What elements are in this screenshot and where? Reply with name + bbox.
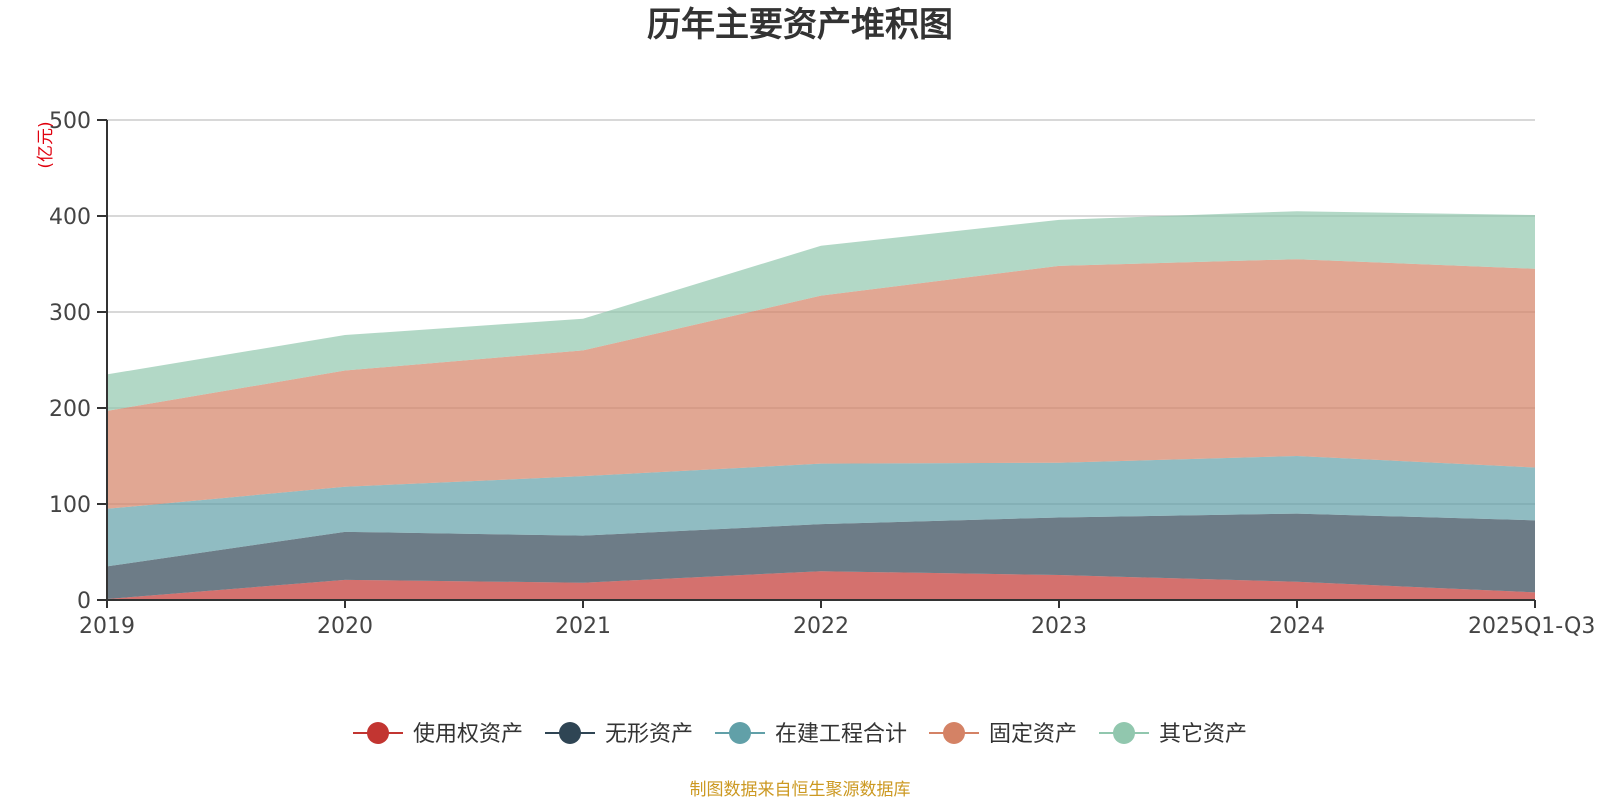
y-tick-label: 500 [49, 109, 91, 134]
legend-label: 其它资产 [1159, 722, 1247, 747]
legend-label: 固定资产 [989, 722, 1077, 747]
legend-label: 无形资产 [605, 722, 693, 747]
area-series-1 [107, 513, 1535, 600]
x-tick-label: 2024 [1269, 614, 1325, 639]
x-tick-label: 2025Q1-Q3 [1468, 614, 1595, 639]
series-areas [107, 211, 1535, 600]
y-tick-label: 300 [49, 301, 91, 326]
y-tick-label: 400 [49, 205, 91, 230]
y-tick-label: 200 [49, 397, 91, 422]
x-tick-label: 2019 [79, 614, 135, 639]
axes: 0 100 200 300 400 500 2019 2020 2021 2022 2023 2024… [49, 109, 1595, 639]
y-tick-label: 100 [49, 493, 91, 518]
chart-title: 历年主要资产堆积图 [647, 5, 953, 45]
x-tick-label: 2022 [793, 614, 849, 639]
legend-marker [729, 722, 751, 744]
legend-item-2[interactable]: 在建工程合计 [715, 722, 907, 747]
legend-item-1[interactable]: 无形资产 [545, 722, 693, 747]
x-tick-label: 2021 [555, 614, 611, 639]
legend: 使用权资产 无形资产 在建工程合计 固定资产 其它资产 [353, 722, 1247, 747]
y-unit-label: (亿元) [36, 121, 56, 168]
legend-item-3[interactable]: 固定资产 [929, 722, 1077, 747]
source-note: 制图数据来自恒生聚源数据库 [690, 780, 911, 800]
legend-marker [1113, 722, 1135, 744]
area-series-0 [107, 571, 1535, 600]
area-series-2 [107, 456, 1535, 567]
legend-marker [559, 722, 581, 744]
area-series-4 [107, 211, 1535, 411]
legend-marker [367, 722, 389, 744]
legend-item-0[interactable]: 使用权资产 [353, 722, 523, 747]
legend-label: 使用权资产 [413, 722, 523, 747]
legend-label: 在建工程合计 [775, 722, 907, 747]
area-series-3 [107, 259, 1535, 509]
y-tick-label: 0 [77, 589, 91, 614]
legend-item-4[interactable]: 其它资产 [1099, 722, 1247, 747]
x-tick-label: 2020 [317, 614, 373, 639]
legend-marker [943, 722, 965, 744]
x-tick-label: 2023 [1031, 614, 1087, 639]
